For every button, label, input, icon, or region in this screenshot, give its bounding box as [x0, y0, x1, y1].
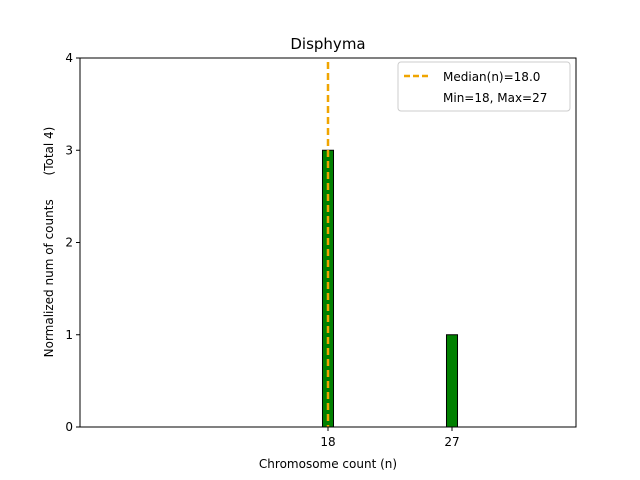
- legend-median-label: Median(n)=18.0: [443, 70, 540, 84]
- legend-range-label: Min=18, Max=27: [443, 91, 547, 105]
- bar: [445, 334, 459, 428]
- y-tick-label: 1: [65, 328, 73, 342]
- y-tick-label: 4: [65, 51, 73, 65]
- y-axis-label: Normalized num of counts (Total 4): [42, 127, 56, 358]
- legend-box: [397, 61, 571, 112]
- plot-frame: [79, 57, 577, 428]
- x-tick-label: 18: [320, 435, 335, 449]
- legend: Median(n)=18.0 Min=18, Max=27: [397, 61, 571, 112]
- x-tick-label: 27: [444, 435, 459, 449]
- y-tick-label: 0: [65, 420, 73, 434]
- x-axis-label: Chromosome count (n): [259, 457, 397, 471]
- y-axis-label-main: Normalized num of counts: [42, 199, 56, 357]
- chart-title: Disphyma: [290, 35, 365, 53]
- y-tick-label: 3: [65, 143, 73, 157]
- y-tick-label: 2: [65, 236, 73, 250]
- y-axis-label-total: (Total 4): [42, 127, 56, 176]
